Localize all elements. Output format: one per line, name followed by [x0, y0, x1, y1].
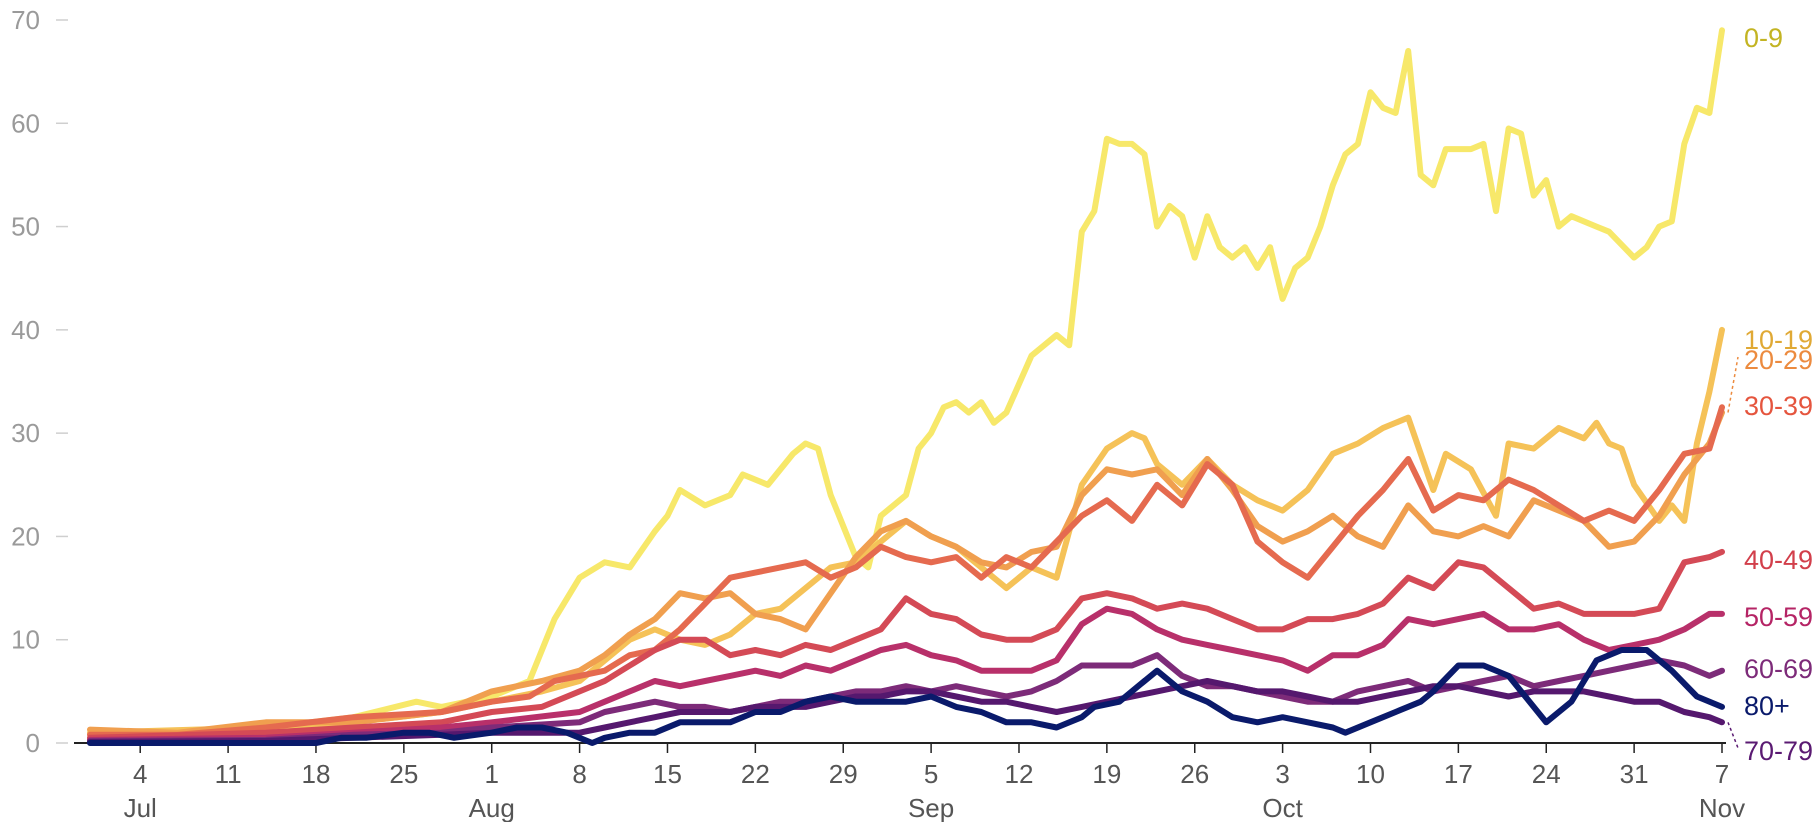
series-label-70-79: 70-79 — [1744, 736, 1813, 766]
series-label-30-39: 30-39 — [1744, 391, 1813, 421]
x-tick-label: 25 — [389, 759, 418, 789]
series-line-20-29 — [87, 409, 1725, 736]
series-label-60-69: 60-69 — [1744, 654, 1813, 684]
x-tick-label: 8 — [572, 759, 586, 789]
x-tick-label: 19 — [1092, 759, 1121, 789]
x-month-label: Aug — [469, 793, 515, 822]
y-tick-label: 20 — [11, 521, 40, 551]
x-tick-label: 3 — [1275, 759, 1289, 789]
label-leader-line — [1727, 722, 1739, 749]
series-line-60-69 — [87, 652, 1725, 744]
series-label-80+: 80+ — [1744, 691, 1790, 721]
x-tick-label: 1 — [484, 759, 498, 789]
series-lines — [87, 27, 1725, 746]
x-tick-label: 18 — [302, 759, 331, 789]
x-tick-label: 22 — [741, 759, 770, 789]
x-month-label: Jul — [124, 793, 157, 822]
y-tick-label: 10 — [11, 625, 40, 655]
series-label-40-49: 40-49 — [1744, 545, 1813, 575]
x-tick-label: 11 — [215, 759, 242, 789]
series-line-0-9 — [87, 27, 1725, 741]
x-tick-label: 7 — [1715, 759, 1729, 789]
x-tick-label: 5 — [924, 759, 938, 789]
y-tick-label: 60 — [11, 108, 40, 138]
x-month-label: Oct — [1262, 793, 1303, 822]
y-tick-label: 50 — [11, 212, 40, 242]
series-line-50-59 — [87, 605, 1725, 743]
x-tick-label: 31 — [1620, 759, 1649, 789]
y-axis: 0 10 20 30 40 50 60 70 — [11, 5, 68, 758]
x-tick-label: 15 — [653, 759, 682, 789]
label-leader-line — [1727, 356, 1739, 413]
series-label-0-9: 0-9 — [1744, 23, 1783, 53]
x-axis: 4 Jul 11 18 25 1 Aug 8 15 22 29 5 Sep 12 19 26 3 Oct 10 17 2… — [74, 742, 1745, 822]
x-tick-label: 24 — [1532, 759, 1561, 789]
series-label-50-59: 50-59 — [1744, 602, 1813, 632]
x-month-label: Sep — [908, 793, 954, 822]
x-tick-label: 17 — [1444, 759, 1473, 789]
y-tick-label: 40 — [11, 315, 40, 345]
y-tick-label: 70 — [11, 5, 40, 35]
y-tick-label: 0 — [26, 728, 40, 758]
series-line-80+ — [87, 647, 1725, 746]
series-line-30-39 — [87, 404, 1725, 738]
x-tick-label: 12 — [1005, 759, 1034, 789]
series-label-20-29: 20-29 — [1744, 345, 1813, 375]
y-tick-label: 30 — [11, 418, 40, 448]
x-tick-label: 26 — [1180, 759, 1209, 789]
x-tick-label: 4 — [133, 759, 147, 789]
series-line-40-49 — [87, 548, 1725, 741]
series-label-10-19: 10-19 — [1744, 325, 1813, 355]
x-month-label: Nov — [1699, 793, 1745, 822]
x-tick-label: 10 — [1356, 759, 1385, 789]
x-tick-label: 29 — [829, 759, 858, 789]
